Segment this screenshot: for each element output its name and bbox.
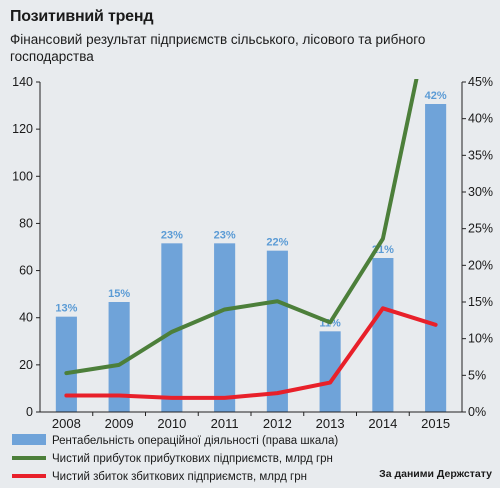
y-left-tick-label: 140 xyxy=(12,75,33,89)
bar-2010 xyxy=(161,243,183,412)
y-left-tick-label: 40 xyxy=(19,311,33,325)
chart-title: Позитивний тренд xyxy=(10,8,154,25)
loss-line xyxy=(64,306,438,400)
axes: 0 20 40 60 80 100 120 140 0% 5% 10% 15% 20% 25% 30% 35%… xyxy=(12,75,493,431)
y-right-tick-label: 10% xyxy=(468,332,493,346)
bar-2009 xyxy=(108,302,130,412)
bar-2012 xyxy=(266,250,288,412)
y-left-tick-label: 0 xyxy=(26,405,33,419)
bar-2015 xyxy=(425,104,447,412)
legend-label-2: Чистий збиток збиткових підприємств, млр… xyxy=(52,471,307,483)
y-right-tick-label: 40% xyxy=(468,112,493,126)
x-tick-label-2011: 2011 xyxy=(211,416,239,431)
y-right-tick-label: 0% xyxy=(468,405,486,419)
legend: Рентабельність операційної діяльності (п… xyxy=(12,434,338,483)
bar-2013 xyxy=(319,331,341,412)
bar-series xyxy=(55,104,447,412)
source-note: За даними Держстату xyxy=(379,468,492,480)
y-right-tick-label: 25% xyxy=(468,222,493,236)
y-left-tick-label: 100 xyxy=(12,169,33,183)
chart-subtitle: Фінансовий результат підприємств сільськ… xyxy=(10,32,426,64)
x-tick-label-2014: 2014 xyxy=(368,416,397,431)
x-tick-label-2013: 2013 xyxy=(316,416,345,431)
x-tick-label-2008: 2008 xyxy=(52,416,81,431)
bar-2014 xyxy=(372,258,394,412)
y-left-tick-label: 80 xyxy=(19,216,33,230)
bar-label-2008: 13% xyxy=(55,303,77,315)
legend-label-0: Рентабельність операційної діяльності (п… xyxy=(52,435,338,447)
profit-line xyxy=(64,79,419,376)
x-tick-label-2009: 2009 xyxy=(105,416,134,431)
y-right-tick-label: 30% xyxy=(468,185,493,199)
y-left-tick-label: 20 xyxy=(19,358,33,372)
x-tick-label-2015: 2015 xyxy=(421,416,450,431)
bar-label-2009: 15% xyxy=(108,288,130,300)
bar-label-2010: 23% xyxy=(161,229,183,241)
bar-2008 xyxy=(55,316,77,412)
y-left-tick-label: 120 xyxy=(12,122,33,136)
legend-swatch-bars xyxy=(12,434,46,445)
line-series xyxy=(64,79,438,400)
y-right-tick-label: 20% xyxy=(468,258,493,272)
x-tick-label-2012: 2012 xyxy=(263,416,292,431)
bar-label-2011: 23% xyxy=(214,229,236,241)
y-right-tick-label: 15% xyxy=(468,295,493,309)
x-tick-label-2010: 2010 xyxy=(157,416,186,431)
bar-2011 xyxy=(214,243,236,412)
y-right-tick-label: 5% xyxy=(468,368,486,382)
y-right-tick-label: 35% xyxy=(468,148,493,162)
legend-label-1: Чистий прибуток прибуткових підприємств,… xyxy=(52,453,333,465)
y-right-tick-label: 45% xyxy=(468,75,493,89)
bar-label-2015: 42% xyxy=(425,90,447,102)
y-left-tick-label: 60 xyxy=(19,264,33,278)
bar-label-2012: 22% xyxy=(266,237,288,249)
